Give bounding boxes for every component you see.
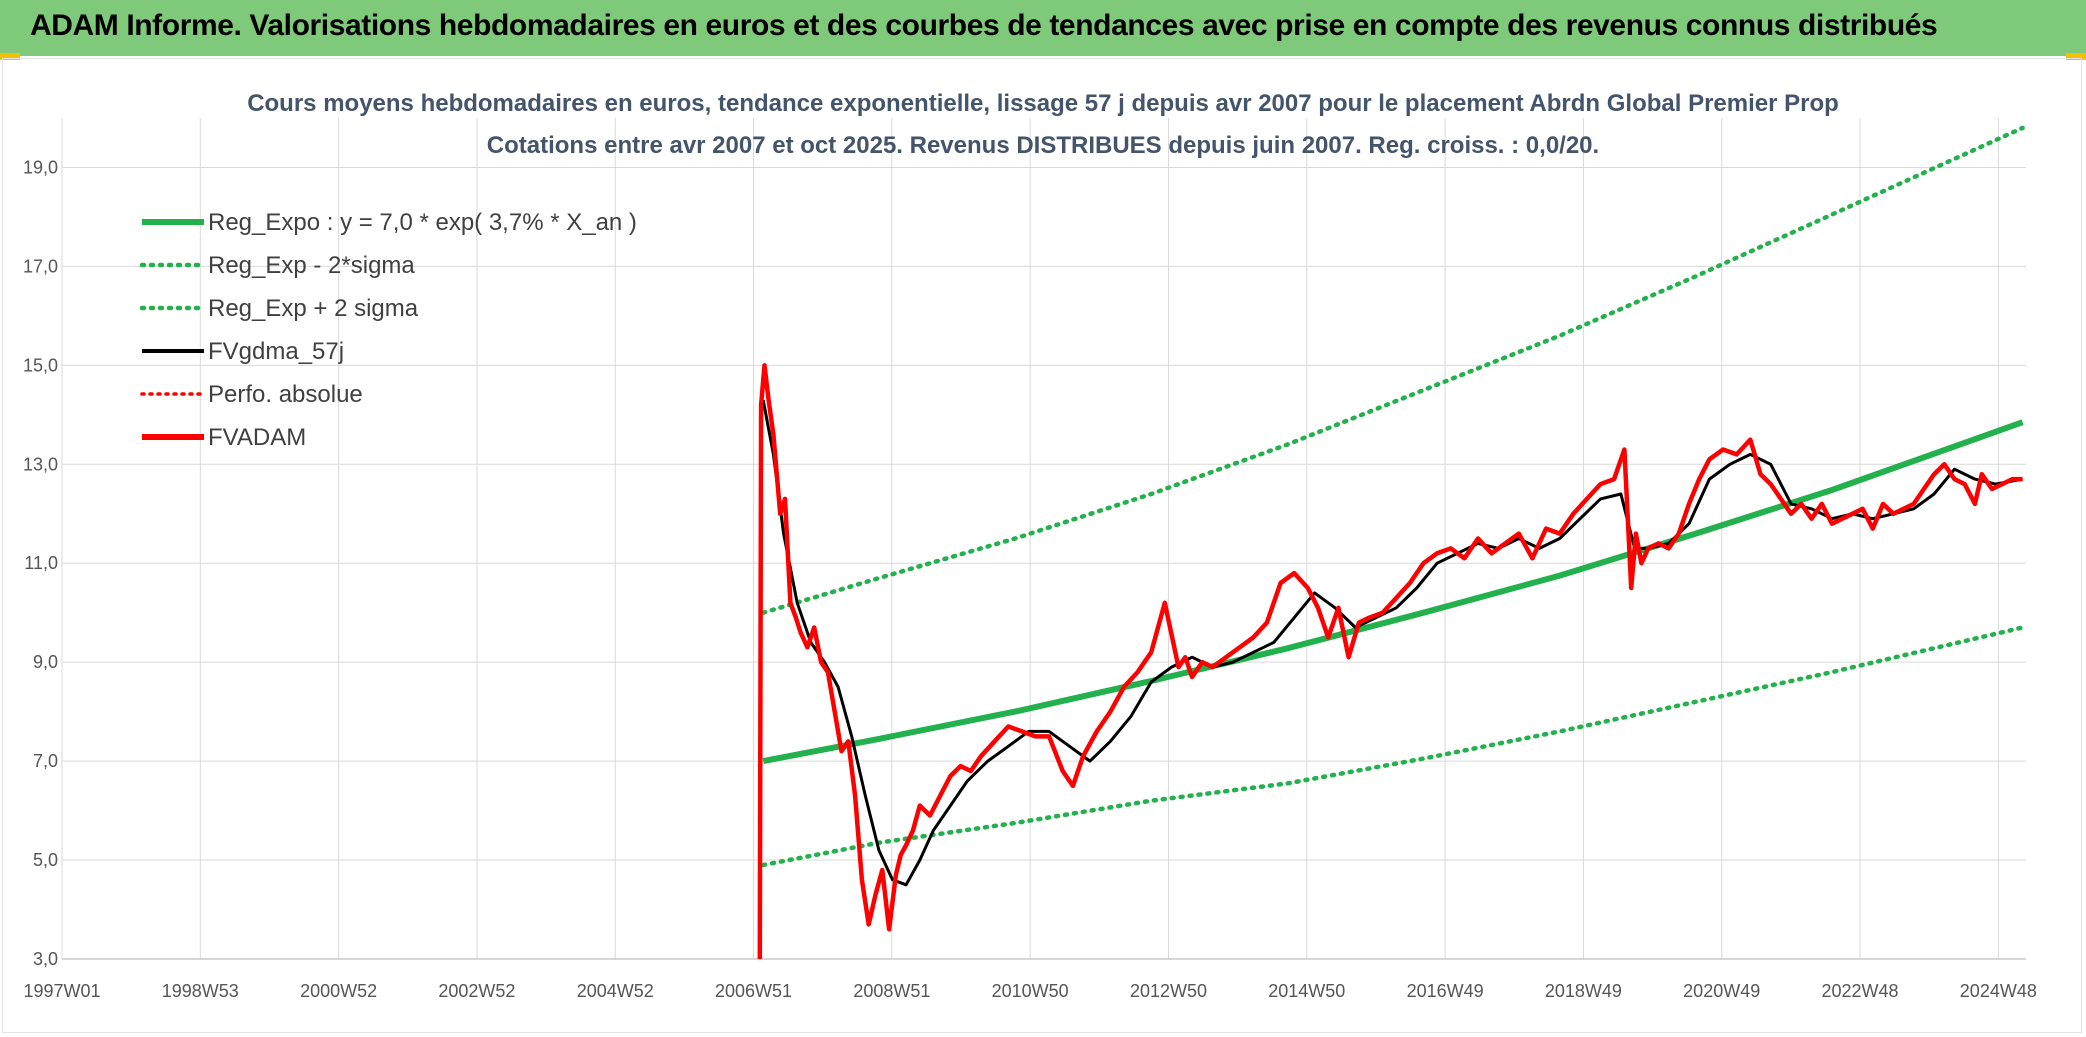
x-tick-label: 2018W49 (1545, 981, 1622, 1001)
x-tick-label: 2004W52 (577, 981, 654, 1001)
chart-subtitle: Cotations entre avr 2007 et oct 2025. Re… (487, 132, 1599, 159)
x-tick-label: 2006W51 (715, 981, 792, 1001)
x-tick-label: 1998W53 (162, 981, 239, 1001)
corner-accent-left (0, 53, 20, 60)
legend-label: FVgdma_57j (208, 338, 344, 365)
x-tick-label: 2010W50 (992, 981, 1069, 1001)
legend-label: Reg_Expo : y = 7,0 * exp( 3,7% * X_an ) (208, 209, 637, 236)
y-axis-ticks: 3,0 5,0 7,0 9,0 11,0 13,0 15,0 17,0 19,0 (23, 157, 58, 969)
x-tick-label: 2002W52 (438, 981, 515, 1001)
x-tick-label: 2012W50 (1130, 981, 1207, 1001)
legend-label: FVADAM (208, 424, 306, 451)
y-tick-label: 7,0 (33, 751, 58, 771)
series-lines (757, 125, 2025, 960)
x-tick-label: 2014W50 (1268, 981, 1345, 1001)
chart-title: Cours moyens hebdomadaires en euros, ten… (247, 90, 1839, 117)
x-tick-label: 2000W52 (300, 981, 377, 1001)
x-tick-label: 2016W49 (1407, 981, 1484, 1001)
moving-average-line (761, 399, 2023, 887)
y-tick-label: 3,0 (33, 949, 58, 969)
legend: Reg_Expo : y = 7,0 * exp( 3,7% * X_an ) R… (139, 209, 637, 451)
x-tick-label: 2024W48 (1960, 981, 2037, 1001)
plot-area-border (2, 58, 2082, 1033)
title-banner: ADAM Informe. Valorisations hebdomadaire… (0, 0, 2086, 56)
x-tick-label: 1997W01 (23, 981, 100, 1001)
y-tick-label: 19,0 (23, 157, 58, 177)
x-tick-label: 2020W49 (1683, 981, 1760, 1001)
upper-band-line (760, 125, 2025, 615)
fvadam-line (757, 363, 2023, 960)
y-tick-label: 11,0 (24, 553, 58, 573)
y-tick-label: 13,0 (23, 454, 58, 474)
y-tick-label: 15,0 (23, 355, 58, 375)
x-axis-ticks: 1997W01 1998W53 2000W52 2002W52 2004W52 2006W… (23, 981, 2036, 1001)
legend-label: Reg_Exp + 2 sigma (208, 295, 419, 322)
lower-band-line (760, 625, 2025, 868)
gridlines (61, 118, 2026, 960)
corner-accent-right (2066, 53, 2086, 60)
y-tick-label: 17,0 (23, 256, 58, 276)
legend-label: Reg_Exp - 2*sigma (208, 252, 415, 279)
y-tick-label: 5,0 (33, 850, 58, 870)
y-tick-label: 9,0 (33, 652, 58, 672)
x-tick-label: 2008W51 (853, 981, 930, 1001)
legend-label: Perfo. absolue (208, 381, 363, 408)
regression-line (762, 419, 2024, 765)
x-tick-label: 2022W48 (1821, 981, 1898, 1001)
banner-title: ADAM Informe. Valorisations hebdomadaire… (30, 9, 1938, 42)
